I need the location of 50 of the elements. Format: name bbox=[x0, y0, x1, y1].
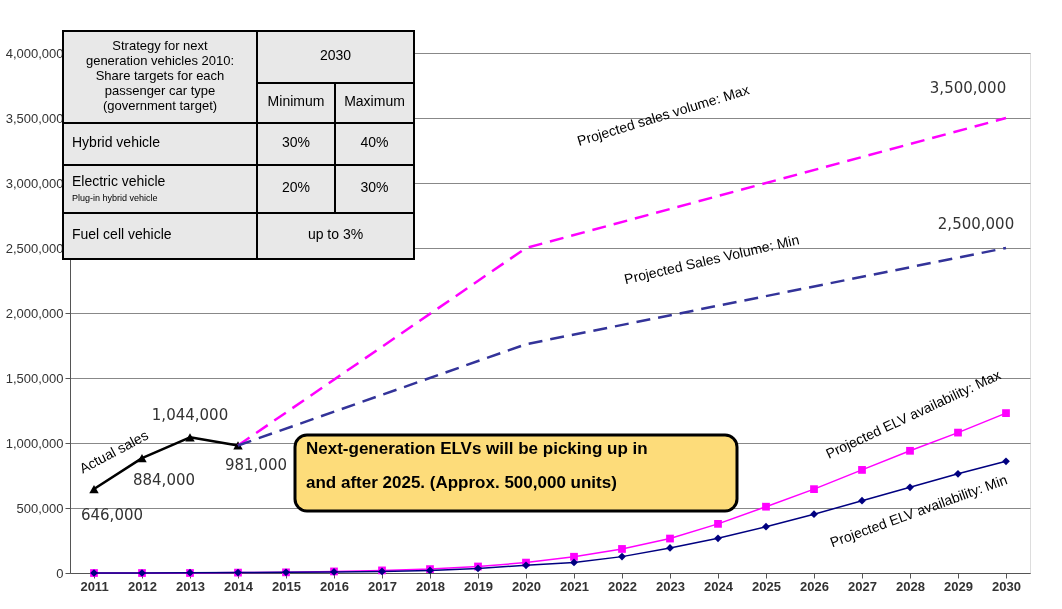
y-tick-label: 0 bbox=[56, 565, 64, 581]
y-tick-label: 4,000,000 bbox=[5, 45, 64, 61]
data-label: 884,000 bbox=[132, 471, 196, 490]
y-tick-label: 1,500,000 bbox=[5, 370, 64, 386]
x-tick-label: 2028 bbox=[896, 578, 925, 594]
y-tick-label: 2,000,000 bbox=[5, 305, 64, 321]
x-tick-label: 2029 bbox=[944, 578, 973, 594]
annotation: 40% bbox=[360, 134, 389, 150]
annotation: Fuel cell vehicle bbox=[72, 226, 172, 242]
data-label: 1,044,000 bbox=[151, 406, 229, 425]
x-tick-label: 2015 bbox=[272, 578, 301, 594]
x-tick-label: 2016 bbox=[320, 578, 349, 594]
y-tick-label: 2,500,000 bbox=[5, 240, 64, 256]
x-tick-label: 2012 bbox=[128, 578, 157, 594]
x-tick-label: 2022 bbox=[608, 578, 637, 594]
x-tick-label: 2020 bbox=[512, 578, 541, 594]
x-tick-label: 2018 bbox=[416, 578, 445, 594]
annotation: Next-generation ELVs will be picking up in and after 2025. (Approx. 500,000 units) bbox=[306, 439, 648, 492]
x-tick-label: 2030 bbox=[992, 578, 1021, 594]
annotation: Plug-in hybrid vehicle bbox=[72, 192, 158, 203]
x-tick-label: 2026 bbox=[800, 578, 829, 594]
x-tick-label: 2027 bbox=[848, 578, 877, 594]
data-label: 981,000 bbox=[224, 456, 288, 475]
y-tick-label: 3,000,000 bbox=[5, 175, 64, 191]
annotation: Strategy for next generation vehicles 2010: Share targets for each passenger car type (government target) bbox=[85, 37, 235, 113]
x-tick-label: 2013 bbox=[176, 578, 205, 594]
annotation: Hybrid vehicle bbox=[72, 134, 161, 150]
annotation: 30% bbox=[281, 134, 311, 150]
x-tick-label: 2025 bbox=[752, 578, 781, 594]
text: Projected Sales Volume: Min bbox=[622, 231, 801, 288]
data-label: 646,000 bbox=[80, 506, 144, 525]
x-tick-label: 2021 bbox=[560, 578, 589, 594]
annotation: up to 3% bbox=[307, 226, 364, 242]
x-tick-label: 2014 bbox=[224, 578, 254, 594]
annotation: Maximum bbox=[344, 93, 405, 109]
y-tick-label: 1,000,000 bbox=[5, 435, 64, 451]
x-tick-label: 2024 bbox=[704, 578, 734, 594]
annotation: 30% bbox=[360, 179, 389, 195]
annotation: 2030 bbox=[319, 47, 352, 63]
x-tick-label: 2017 bbox=[368, 578, 397, 594]
annotation: Minimum bbox=[267, 93, 325, 109]
x-tick-label: 2011 bbox=[80, 578, 109, 594]
x-tick-label: 2023 bbox=[656, 578, 685, 594]
y-tick-label: 3,500,000 bbox=[5, 110, 64, 126]
data-label: 2,500,000 bbox=[937, 215, 1015, 233]
annotation: Electric vehicle bbox=[72, 173, 166, 189]
y-tick-label: 500,000 bbox=[16, 500, 64, 516]
annotation: 20% bbox=[281, 179, 311, 195]
data-label: 3,500,000 bbox=[929, 79, 1007, 97]
x-tick-label: 2019 bbox=[464, 578, 493, 594]
